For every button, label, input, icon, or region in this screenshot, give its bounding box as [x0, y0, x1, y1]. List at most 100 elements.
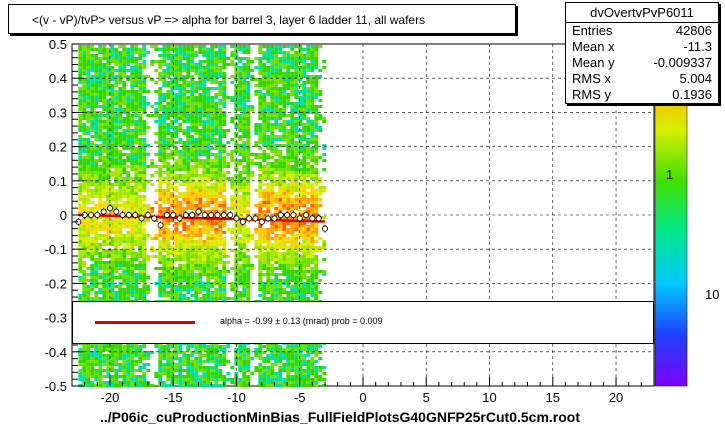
heatmap-cell: [298, 75, 303, 78]
heatmap-cell: [202, 141, 207, 144]
heatmap-cell: [222, 219, 227, 222]
heatmap-cell: [322, 147, 327, 150]
heatmap-cell: [270, 84, 275, 87]
heatmap-cell: [138, 54, 143, 57]
heatmap-cell: [126, 273, 131, 276]
heatmap-cell: [194, 243, 199, 246]
heatmap-cell: [94, 234, 99, 237]
heatmap-cell: [286, 45, 291, 48]
heatmap-cell: [262, 117, 267, 120]
heatmap-cell: [182, 102, 187, 105]
heatmap-cell: [206, 162, 211, 165]
heatmap-cell: [234, 276, 239, 279]
heatmap-cell: [166, 285, 171, 288]
heatmap-cell: [286, 249, 291, 252]
heatmap-cell: [90, 150, 95, 153]
heatmap-cell: [218, 144, 223, 147]
heatmap-cell: [78, 96, 83, 99]
heatmap-cell: [114, 192, 119, 195]
heatmap-cell: [290, 138, 295, 141]
heatmap-cell: [202, 264, 207, 267]
heatmap-cell: [178, 279, 183, 282]
heatmap-cell: [186, 102, 191, 105]
heatmap-cell: [194, 222, 199, 225]
heatmap-cell: [138, 174, 143, 177]
heatmap-cell: [306, 144, 311, 147]
heatmap-cell: [102, 87, 107, 90]
heatmap-cell: [162, 258, 167, 261]
heatmap-cell: [314, 348, 319, 351]
heatmap-cell: [210, 159, 215, 162]
heatmap-cell: [194, 252, 199, 255]
heatmap-cell: [142, 234, 147, 237]
heatmap-cell: [186, 153, 191, 156]
heatmap-cell: [134, 81, 139, 84]
heatmap-cell: [194, 228, 199, 231]
heatmap-cell: [134, 186, 139, 189]
heatmap-cell: [302, 249, 307, 252]
heatmap-cell: [282, 273, 287, 276]
heatmap-cell: [322, 243, 327, 246]
heatmap-cell: [86, 129, 91, 132]
heatmap-cell: [278, 345, 283, 348]
heatmap-cell: [310, 246, 315, 249]
heatmap-cell: [178, 96, 183, 99]
heatmap-cell: [142, 219, 147, 222]
heatmap-cell: [194, 63, 199, 66]
heatmap-cell: [238, 153, 243, 156]
heatmap-cell: [262, 135, 267, 138]
heatmap-cell: [210, 78, 215, 81]
heatmap-cell: [110, 252, 115, 255]
heatmap-cell: [110, 171, 115, 174]
heatmap-cell: [274, 255, 279, 258]
heatmap-cell: [282, 99, 287, 102]
heatmap-cell: [306, 132, 311, 135]
heatmap-cell: [254, 189, 259, 192]
heatmap-cell: [110, 222, 115, 225]
heatmap-cell: [258, 132, 263, 135]
heatmap-cell: [114, 84, 119, 87]
heatmap-cell: [242, 90, 247, 93]
heatmap-cell: [178, 45, 183, 48]
heatmap-cell: [122, 57, 127, 60]
heatmap-cell: [214, 102, 219, 105]
heatmap-cell: [182, 48, 187, 51]
heatmap-cell: [118, 150, 123, 153]
heatmap-cell: [98, 297, 103, 300]
heatmap-cell: [214, 51, 219, 54]
heatmap-cell: [242, 159, 247, 162]
heatmap-cell: [258, 270, 263, 273]
heatmap-cell: [102, 291, 107, 294]
heatmap-cell: [82, 60, 87, 63]
heatmap-cell: [118, 222, 123, 225]
heatmap-cell: [126, 51, 131, 54]
heatmap-cell: [210, 135, 215, 138]
heatmap-cell: [106, 105, 111, 108]
heatmap-cell: [82, 222, 87, 225]
heatmap-cell: [166, 252, 171, 255]
heatmap-cell: [178, 93, 183, 96]
heatmap-cell: [206, 63, 211, 66]
heatmap-cell: [126, 246, 131, 249]
heatmap-cell: [306, 162, 311, 165]
heatmap-cell: [206, 147, 211, 150]
heatmap-cell: [294, 54, 299, 57]
heatmap-cell: [90, 252, 95, 255]
heatmap-cell: [170, 246, 175, 249]
heatmap-cell: [238, 291, 243, 294]
heatmap-cell: [250, 153, 255, 156]
heatmap-cell: [190, 264, 195, 267]
heatmap-cell: [110, 162, 115, 165]
heatmap-cell: [226, 297, 231, 300]
heatmap-cell: [302, 126, 307, 129]
heatmap-cell: [254, 153, 259, 156]
heatmap-cell: [138, 180, 143, 183]
heatmap-cell: [166, 192, 171, 195]
heatmap-cell: [122, 267, 127, 270]
heatmap-cell: [286, 192, 291, 195]
heatmap-cell: [198, 174, 203, 177]
heatmap-cell: [262, 168, 267, 171]
heatmap-cell: [182, 69, 187, 72]
heatmap-cell: [230, 180, 235, 183]
heatmap-cell: [226, 63, 231, 66]
